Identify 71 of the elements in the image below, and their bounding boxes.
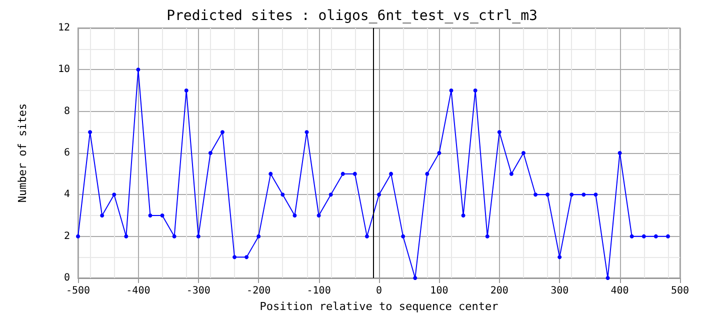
point	[485, 234, 490, 238]
point	[509, 172, 514, 176]
point	[534, 192, 538, 197]
point	[630, 234, 634, 238]
point	[256, 234, 261, 238]
point	[449, 88, 454, 92]
point	[401, 234, 406, 238]
y-tick-label: 0	[64, 272, 70, 284]
point	[88, 130, 92, 134]
point	[497, 130, 502, 134]
point	[280, 192, 285, 197]
point	[316, 214, 321, 218]
y-tick-label: 10	[58, 64, 70, 76]
point	[148, 214, 152, 218]
point	[473, 88, 478, 92]
point	[389, 172, 394, 176]
point	[124, 234, 128, 238]
y-tick-label: 8	[64, 106, 70, 117]
x-tick-label: 100	[430, 286, 448, 296]
point	[594, 192, 598, 197]
x-tick-label: -500	[66, 286, 90, 296]
point	[304, 130, 309, 134]
x-tick-label: -100	[306, 286, 331, 296]
point	[425, 172, 430, 176]
y-tick-label: 6	[64, 148, 70, 158]
y-tick-label: 12	[58, 22, 70, 34]
x-tick-label: -400	[126, 286, 150, 296]
point	[196, 234, 200, 238]
point	[654, 234, 658, 238]
x-tick-label: 500	[670, 286, 690, 296]
point	[582, 192, 586, 197]
chart-title: Predicted sites : oligos_6nt_test_vs_ctrl_m3	[166, 8, 538, 24]
point	[606, 276, 610, 280]
point	[340, 172, 345, 176]
point	[546, 192, 550, 197]
x-axis-title: Position relative to sequence center	[260, 300, 499, 313]
point	[570, 192, 574, 197]
x-tick-label: 400	[610, 286, 629, 296]
y-tick-label: 4	[64, 189, 70, 200]
x-tick-label: -300	[186, 286, 210, 296]
point	[328, 192, 333, 197]
point	[618, 151, 622, 155]
point	[521, 151, 526, 155]
point	[352, 172, 357, 176]
point	[437, 151, 442, 155]
point	[461, 214, 466, 218]
y-tick-label: 2	[64, 230, 70, 242]
point	[377, 192, 381, 197]
point	[76, 234, 80, 238]
point	[268, 172, 273, 176]
x-tick-label: 200	[490, 286, 508, 296]
x-tick-label: 0	[376, 286, 382, 296]
point	[244, 255, 249, 260]
x-tick-label: -200	[246, 286, 271, 296]
point	[642, 234, 646, 238]
point	[220, 130, 224, 134]
x-tick-label: 300	[550, 286, 569, 296]
point	[666, 234, 670, 238]
point	[208, 151, 212, 155]
point	[112, 192, 116, 197]
point	[100, 214, 104, 218]
point	[558, 255, 562, 260]
point	[232, 255, 237, 260]
point	[136, 68, 140, 72]
point	[292, 214, 297, 218]
point	[160, 214, 164, 218]
y-axis-title: Number of sites	[16, 103, 29, 203]
point	[172, 234, 176, 238]
point	[184, 88, 188, 92]
point	[364, 234, 369, 238]
point	[413, 276, 418, 280]
